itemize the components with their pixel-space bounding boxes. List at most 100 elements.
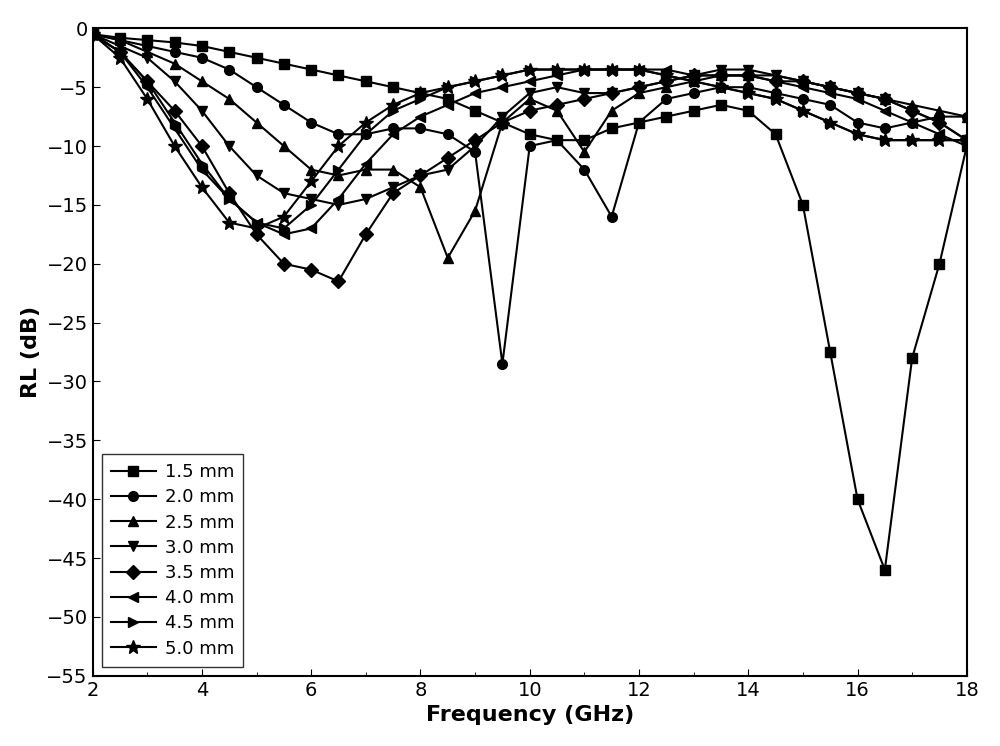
3.5 mm (797, 77, 809, 86)
5.0 mm (961, 136, 973, 145)
1.5 mm (141, 36, 153, 45)
2.0 mm (742, 83, 754, 92)
4.5 mm (578, 65, 590, 74)
2.0 mm (906, 118, 918, 127)
3.0 mm (169, 77, 181, 86)
3.0 mm (606, 89, 618, 98)
3.0 mm (551, 83, 563, 92)
2.0 mm (141, 42, 153, 51)
5.0 mm (360, 118, 372, 127)
4.0 mm (87, 30, 99, 39)
4.0 mm (196, 165, 208, 174)
2.0 mm (114, 36, 126, 45)
2.0 mm (360, 130, 372, 139)
3.0 mm (933, 118, 945, 127)
3.0 mm (524, 89, 536, 98)
4.0 mm (660, 65, 672, 74)
1.5 mm (551, 136, 563, 145)
2.0 mm (223, 65, 235, 74)
3.5 mm (496, 118, 508, 127)
1.5 mm (633, 118, 645, 127)
2.5 mm (141, 48, 153, 57)
4.0 mm (414, 112, 426, 121)
1.5 mm (332, 71, 344, 80)
2.0 mm (606, 212, 618, 221)
3.0 mm (906, 106, 918, 115)
3.5 mm (524, 106, 536, 115)
3.0 mm (797, 77, 809, 86)
2.0 mm (824, 101, 836, 110)
3.5 mm (414, 171, 426, 180)
2.5 mm (797, 77, 809, 86)
Y-axis label: RL (dB): RL (dB) (21, 306, 41, 398)
3.5 mm (169, 106, 181, 115)
3.0 mm (633, 83, 645, 92)
4.5 mm (770, 95, 782, 104)
4.0 mm (578, 65, 590, 74)
1.5 mm (578, 136, 590, 145)
4.0 mm (360, 159, 372, 168)
2.5 mm (660, 83, 672, 92)
3.5 mm (879, 95, 891, 104)
2.0 mm (578, 165, 590, 174)
5.0 mm (496, 71, 508, 80)
4.0 mm (141, 83, 153, 92)
3.0 mm (87, 30, 99, 39)
2.5 mm (251, 118, 263, 127)
1.5 mm (688, 106, 700, 115)
4.0 mm (879, 106, 891, 115)
2.5 mm (332, 171, 344, 180)
3.0 mm (496, 112, 508, 121)
1.5 mm (824, 348, 836, 357)
4.0 mm (524, 77, 536, 86)
5.0 mm (141, 95, 153, 104)
2.5 mm (387, 165, 399, 174)
5.0 mm (852, 130, 864, 139)
Line: 4.0 mm: 4.0 mm (88, 29, 972, 239)
2.5 mm (223, 95, 235, 104)
3.5 mm (606, 89, 618, 98)
4.5 mm (114, 48, 126, 57)
3.0 mm (742, 65, 754, 74)
5.0 mm (879, 136, 891, 145)
3.5 mm (114, 48, 126, 57)
2.0 mm (551, 136, 563, 145)
3.0 mm (114, 42, 126, 51)
2.5 mm (906, 101, 918, 110)
4.5 mm (551, 65, 563, 74)
2.5 mm (715, 71, 727, 80)
3.5 mm (141, 77, 153, 86)
1.5 mm (606, 124, 618, 133)
4.5 mm (688, 77, 700, 86)
3.5 mm (87, 30, 99, 39)
1.5 mm (496, 118, 508, 127)
5.0 mm (688, 77, 700, 86)
5.0 mm (87, 30, 99, 39)
3.0 mm (305, 195, 317, 204)
4.5 mm (332, 165, 344, 174)
2.0 mm (852, 118, 864, 127)
2.0 mm (87, 30, 99, 39)
4.5 mm (961, 136, 973, 145)
Line: 2.0 mm: 2.0 mm (88, 29, 972, 369)
2.5 mm (824, 83, 836, 92)
4.5 mm (496, 71, 508, 80)
2.5 mm (770, 71, 782, 80)
2.0 mm (332, 130, 344, 139)
4.5 mm (387, 106, 399, 115)
5.0 mm (715, 83, 727, 92)
4.5 mm (524, 65, 536, 74)
4.5 mm (933, 136, 945, 145)
1.5 mm (770, 130, 782, 139)
4.5 mm (906, 136, 918, 145)
3.0 mm (141, 53, 153, 62)
4.5 mm (87, 30, 99, 39)
3.0 mm (442, 165, 454, 174)
3.0 mm (414, 171, 426, 180)
2.0 mm (278, 101, 290, 110)
2.0 mm (169, 48, 181, 57)
5.0 mm (524, 65, 536, 74)
2.5 mm (360, 165, 372, 174)
3.5 mm (852, 89, 864, 98)
4.5 mm (223, 195, 235, 204)
